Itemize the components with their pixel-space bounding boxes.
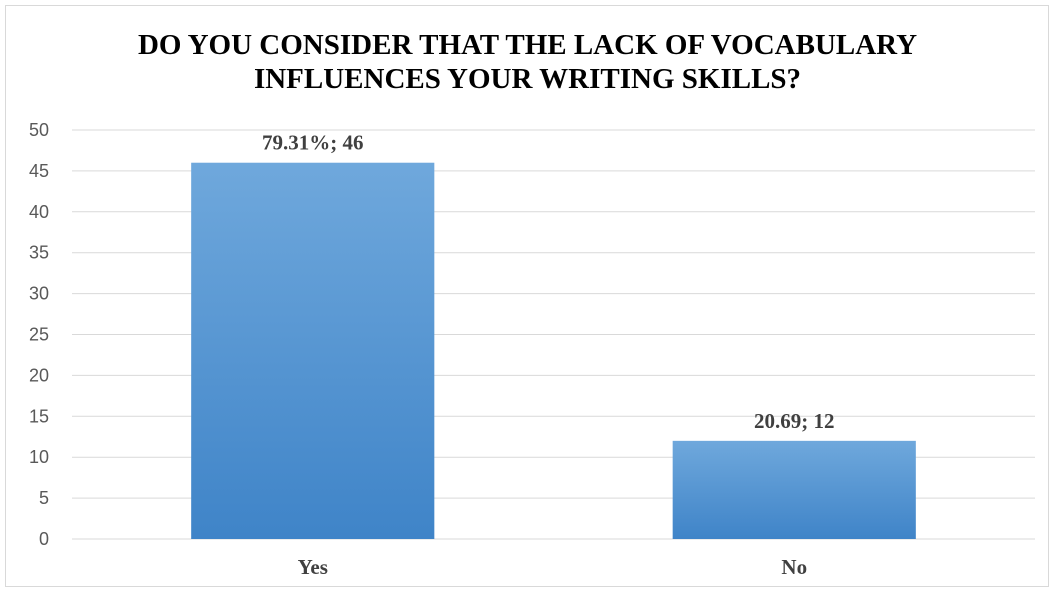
y-tick-label: 10 bbox=[29, 447, 49, 467]
y-tick-label: 35 bbox=[29, 243, 49, 263]
bar-no bbox=[672, 440, 916, 539]
y-axis-ticks: 0 5 10 15 20 25 30 35 40 45 50 bbox=[29, 120, 49, 549]
x-tick-label-no: No bbox=[781, 555, 807, 579]
y-tick-label: 50 bbox=[29, 120, 49, 140]
x-axis-ticks: Yes No bbox=[298, 555, 808, 579]
data-label-no: 20.69; 12 bbox=[754, 409, 835, 433]
y-tick-label: 20 bbox=[29, 365, 49, 385]
y-tick-label: 15 bbox=[29, 406, 49, 426]
chart-title-line-2: INFLUENCES YOUR WRITING SKILLS? bbox=[253, 63, 802, 95]
y-tick-label: 0 bbox=[39, 529, 49, 549]
data-label-yes: 79.31%; 46 bbox=[262, 131, 364, 155]
y-tick-label: 5 bbox=[39, 488, 49, 508]
bars bbox=[191, 162, 916, 539]
chart-title-line-1: DO YOU CONSIDER THAT THE LACK OF VOCABUL… bbox=[137, 29, 918, 61]
chart-title: DO YOU CONSIDER THAT THE LACK OF VOCABUL… bbox=[0, 28, 1055, 96]
x-tick-label-yes: Yes bbox=[298, 555, 328, 579]
y-tick-label: 45 bbox=[29, 161, 49, 181]
y-tick-label: 30 bbox=[29, 284, 49, 304]
bar-yes bbox=[191, 162, 435, 539]
data-labels: 79.31%; 46 20.69; 12 bbox=[262, 131, 835, 433]
y-tick-label: 40 bbox=[29, 202, 49, 222]
y-tick-label: 25 bbox=[29, 325, 49, 345]
